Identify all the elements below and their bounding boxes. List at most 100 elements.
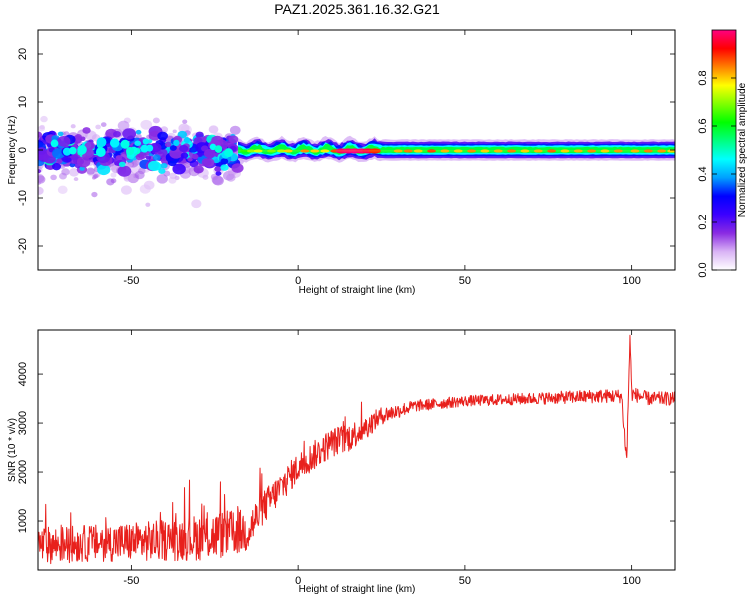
spectrogram-blob xyxy=(168,176,177,184)
snr-x-label: Height of straight line (km) xyxy=(299,584,416,595)
colorbar-tick-label: 0.6 xyxy=(697,118,709,133)
spectrogram-blob xyxy=(73,177,79,182)
colorbar: 0.0 0.2 0.4 0.6 0.8 Normalized spectral ampl… xyxy=(697,29,748,278)
snr-ticks: -50 0 50 100 1000 2000 3000 4000 xyxy=(17,330,675,587)
spectrogram-blob xyxy=(77,144,87,155)
spectrogram-blob xyxy=(110,172,117,178)
spectrogram-blob xyxy=(86,167,95,175)
spectrogram-blob xyxy=(191,153,199,160)
spectrogram-marks xyxy=(38,115,675,209)
spectrogram-blob xyxy=(208,125,219,134)
spectrogram-blob xyxy=(193,165,204,174)
snr-x-tick-label: 100 xyxy=(622,575,640,587)
spectrogram-blob xyxy=(140,119,153,130)
spectrogram-blob xyxy=(172,129,177,134)
spectrogram-blob xyxy=(117,120,130,131)
spectrogram-blob xyxy=(113,130,121,138)
spectrogram-x-tick-label: -50 xyxy=(123,275,139,287)
snr-panel: -50 0 50 100 1000 2000 3000 4000 Height of stra… xyxy=(7,329,676,595)
spectrogram-blob xyxy=(70,124,76,129)
spectrogram-blob xyxy=(145,155,152,160)
spectrogram-blob xyxy=(122,128,137,140)
spectrogram-blob xyxy=(135,129,142,135)
spectrogram-blob xyxy=(38,180,42,185)
spectrogram-blob xyxy=(214,166,222,172)
spectrogram-blob xyxy=(57,135,71,147)
spectrogram-blob xyxy=(224,148,234,158)
spectrogram-blob xyxy=(220,158,229,165)
spectrogram-blob xyxy=(142,138,149,145)
spectrogram-blob xyxy=(59,172,67,180)
spectrogram-blob xyxy=(229,125,241,135)
snr-y-label: SNR (10 * v/v) xyxy=(7,418,18,482)
spectrogram-blob xyxy=(57,185,68,194)
spectrogram-x-tick-label: 50 xyxy=(459,275,471,287)
spectrogram-blob xyxy=(150,143,162,153)
spectrogram-blob xyxy=(95,147,106,157)
spectrogram-blob xyxy=(38,147,47,155)
snr-x-tick-label: 50 xyxy=(459,575,471,587)
spectrogram-blob xyxy=(65,157,72,163)
spectrogram-blob xyxy=(117,165,132,177)
spectrogram-blob xyxy=(92,174,98,179)
spectrogram-blob xyxy=(160,162,168,169)
spectrogram-y-tick-label: -10 xyxy=(17,190,29,206)
snr-y-tick-label: 1000 xyxy=(17,509,29,533)
spectrogram-blob xyxy=(74,133,82,140)
snr-x-tick-label: -50 xyxy=(123,575,139,587)
spectrogram-blob xyxy=(172,163,186,175)
spectrogram-blob xyxy=(68,146,77,155)
spectrogram-blob xyxy=(139,184,151,194)
spectrogram-blob xyxy=(164,141,172,148)
spectrogram-blob xyxy=(158,168,166,174)
spectrogram-blob xyxy=(110,178,117,184)
spectrogram-y-tick-label: -20 xyxy=(17,238,29,254)
spectrogram-blob xyxy=(50,174,57,181)
spectrogram-blob xyxy=(51,163,62,171)
spectrogram-blob xyxy=(97,164,111,176)
spectrogram-blob xyxy=(120,185,132,195)
spectrogram-blob xyxy=(135,133,142,139)
spectrogram-blob xyxy=(215,171,222,176)
spectrogram-ticks: -50 0 50 100 -20 -10 0 10 20 xyxy=(17,30,675,287)
spectrogram-blob xyxy=(228,135,239,144)
spectrogram-blob xyxy=(173,139,180,147)
spectrogram-blob xyxy=(70,154,79,161)
spectrogram-blob xyxy=(109,138,120,148)
spectrogram-blob xyxy=(157,131,168,141)
spectrogram-blob xyxy=(91,191,98,198)
colorbar-tick-label: 0.8 xyxy=(697,70,709,85)
spectrogram-blob xyxy=(148,130,161,141)
spectrogram-blob xyxy=(50,139,59,148)
spectrogram-blob xyxy=(201,158,212,167)
spectrogram-blob xyxy=(152,154,161,161)
colorbar-tick-label: 0.2 xyxy=(697,214,709,229)
spectrogram-blob xyxy=(69,168,80,177)
spectrogram-blob xyxy=(76,156,91,168)
colorbar-ticks: 0.0 0.2 0.4 0.6 0.8 xyxy=(697,70,736,278)
spectrogram-blob xyxy=(127,162,133,167)
spectrogram-x-tick-label: 0 xyxy=(295,275,301,287)
spectrogram-blob xyxy=(126,146,135,156)
spectrogram-blob xyxy=(152,117,160,124)
colorbar-label: Normalized spectral amplitude xyxy=(737,82,748,217)
spectrogram-blob xyxy=(145,202,151,207)
spectrogram-x-label: Height of straight line (km) xyxy=(299,285,416,296)
spectrogram-panel: -50 0 50 100 -20 -10 0 10 20 Height of straight … xyxy=(7,29,676,296)
spectrogram-blob xyxy=(209,143,217,151)
spectrogram-blob xyxy=(82,127,91,134)
spectrogram-blob xyxy=(134,140,142,146)
spectrogram-blob xyxy=(220,164,229,171)
spectrogram-y-tick-label: 20 xyxy=(17,48,29,60)
spectrogram-blob xyxy=(182,119,188,124)
spectrogram-y-tick-label: 0 xyxy=(17,147,29,153)
spectrogram-blob xyxy=(231,163,244,173)
spectrogram-blob xyxy=(169,145,177,151)
spectrogram-blob xyxy=(38,169,42,174)
snr-y-tick-label: 2000 xyxy=(17,460,29,484)
snr-y-tick-label: 4000 xyxy=(17,362,29,386)
spectrogram-blob xyxy=(138,151,147,160)
spectrogram-blob xyxy=(62,147,72,156)
spectrogram-blob xyxy=(57,131,64,137)
